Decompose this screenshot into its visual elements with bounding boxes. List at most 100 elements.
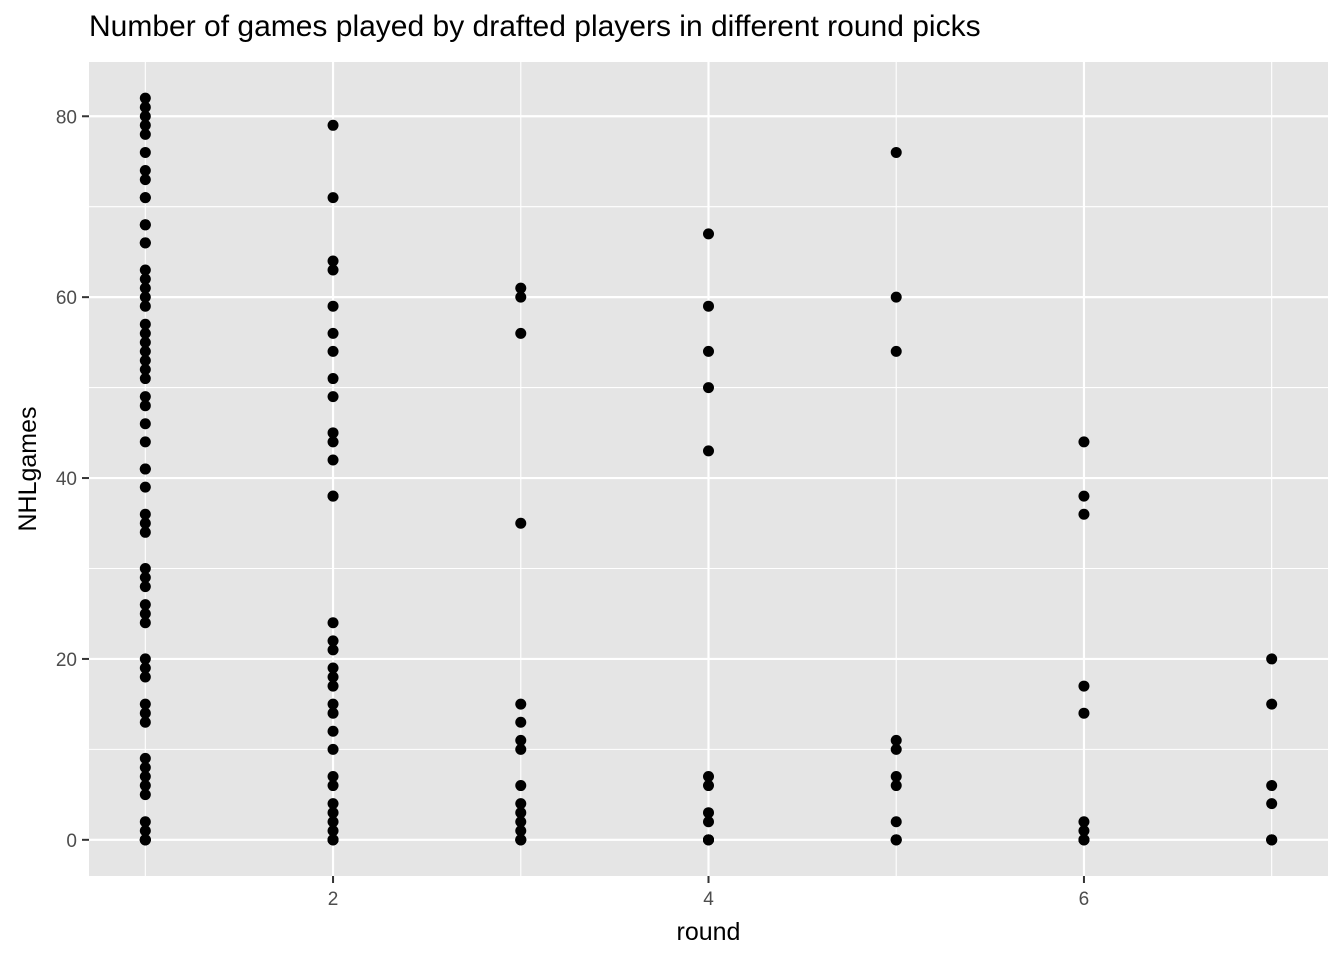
data-point <box>515 291 527 303</box>
data-point <box>139 834 151 846</box>
data-point <box>327 771 339 783</box>
data-point <box>327 391 339 403</box>
data-point <box>515 734 527 746</box>
data-point <box>515 698 527 710</box>
data-point <box>139 816 151 828</box>
data-point <box>327 255 339 267</box>
data-point <box>890 734 902 746</box>
data-point <box>515 780 527 792</box>
data-point <box>139 364 151 376</box>
y-tick-label: 60 <box>56 288 77 309</box>
data-point <box>327 264 339 276</box>
data-point <box>139 671 151 683</box>
data-point <box>327 834 339 846</box>
x-axis-title: round <box>677 918 741 946</box>
data-point <box>139 653 151 665</box>
data-point <box>327 192 339 204</box>
data-point <box>703 345 714 357</box>
data-point <box>139 662 151 674</box>
x-tick-label: 4 <box>703 889 714 910</box>
data-point <box>139 526 151 538</box>
data-point <box>139 716 151 728</box>
data-point <box>139 391 151 403</box>
data-point <box>515 517 527 529</box>
data-point <box>139 825 151 837</box>
data-point <box>139 761 151 773</box>
data-point <box>139 264 151 276</box>
data-point <box>139 572 151 584</box>
data-point <box>1266 798 1278 810</box>
data-point <box>139 752 151 764</box>
data-point <box>515 834 527 846</box>
data-point <box>1078 436 1090 448</box>
data-point <box>327 662 339 674</box>
data-point <box>703 834 714 846</box>
data-point <box>890 780 902 792</box>
data-point <box>139 273 151 285</box>
data-point <box>139 463 151 475</box>
data-point <box>327 635 339 647</box>
data-point <box>139 110 151 122</box>
data-point <box>327 816 339 828</box>
data-point <box>327 798 339 810</box>
data-point <box>515 816 527 828</box>
data-point <box>1078 680 1090 692</box>
data-point <box>139 119 151 131</box>
chart-title: Number of games played by drafted player… <box>89 10 981 43</box>
x-tick-label: 6 <box>1079 889 1090 910</box>
data-point <box>1266 780 1278 792</box>
data-point <box>139 318 151 330</box>
data-point <box>703 445 714 457</box>
data-point <box>1078 834 1090 846</box>
data-point <box>139 92 151 104</box>
data-point <box>139 282 151 294</box>
data-point <box>327 807 339 819</box>
data-point <box>515 282 527 294</box>
y-tick-label: 40 <box>56 469 77 490</box>
data-point <box>890 816 902 828</box>
data-point <box>703 300 714 312</box>
data-point <box>703 382 714 394</box>
data-point <box>139 707 151 719</box>
data-point <box>139 698 151 710</box>
data-point <box>139 517 151 529</box>
data-point <box>327 698 339 710</box>
y-axis-title: NHLgames <box>14 406 42 531</box>
data-points <box>139 92 1278 846</box>
data-point <box>139 101 151 113</box>
data-point <box>139 418 151 430</box>
data-point <box>1078 707 1090 719</box>
data-point <box>139 481 151 493</box>
data-point <box>890 291 902 303</box>
data-point <box>139 400 151 412</box>
y-tick-label: 80 <box>56 107 77 128</box>
data-point <box>139 789 151 801</box>
data-point <box>515 798 527 810</box>
data-point <box>327 373 339 385</box>
data-point <box>1078 825 1090 837</box>
data-point <box>139 617 151 629</box>
data-point <box>890 345 902 357</box>
data-point <box>327 707 339 719</box>
data-point <box>139 300 151 312</box>
data-point <box>139 345 151 357</box>
y-axis-ticks: 0 20 40 60 80 <box>56 107 89 852</box>
data-point <box>327 436 339 448</box>
data-point <box>1266 698 1278 710</box>
data-point <box>139 373 151 385</box>
data-point <box>139 192 151 204</box>
data-point <box>890 771 902 783</box>
data-point <box>515 716 527 728</box>
data-point <box>703 816 714 828</box>
data-point <box>139 599 151 611</box>
data-point <box>139 508 151 520</box>
data-point <box>890 743 902 755</box>
data-point <box>327 780 339 792</box>
data-point <box>139 608 151 620</box>
data-point <box>515 743 527 755</box>
data-point <box>139 327 151 339</box>
data-point <box>139 562 151 574</box>
data-point <box>327 427 339 439</box>
data-point <box>327 680 339 692</box>
data-point <box>139 219 151 231</box>
